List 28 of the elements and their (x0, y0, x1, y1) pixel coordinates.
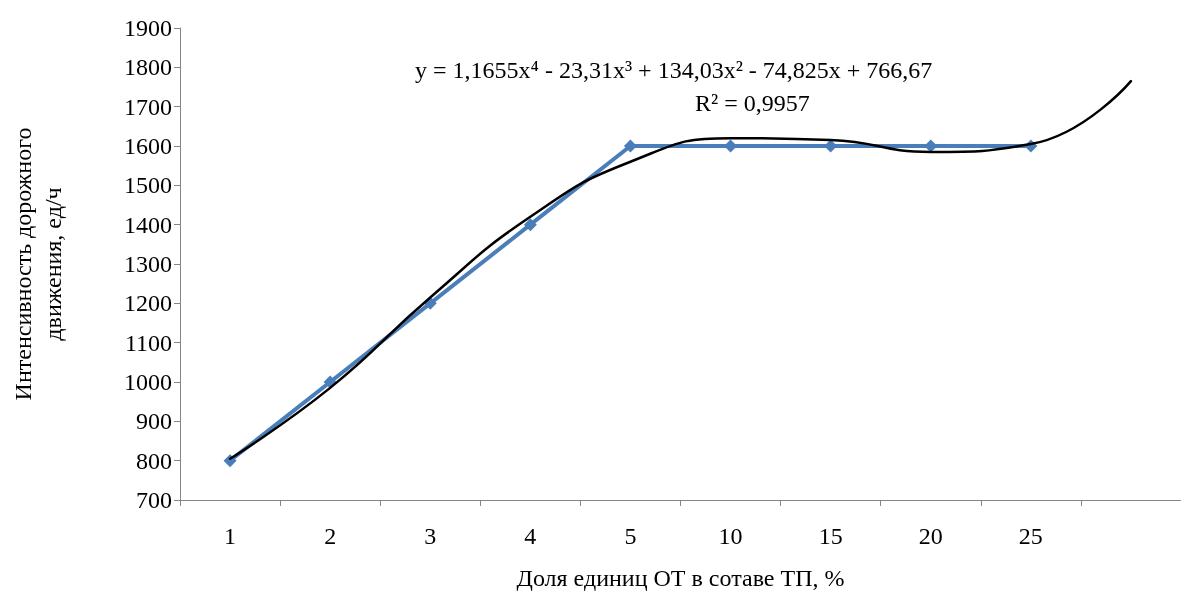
x-tick-label: 20 (918, 523, 943, 549)
x-tick-label: 3 (424, 523, 437, 549)
x-tick-label: 5 (624, 523, 637, 549)
x-tick-label: 4 (524, 523, 537, 549)
annotation: y = 1,1655x⁴ - 23,31x³ + 134,03x² - 74,825x + 766,67 (415, 57, 933, 83)
y-tick-label: 1200 (124, 290, 172, 317)
point (623, 139, 637, 153)
x-tick-label: 2 (324, 523, 337, 549)
x-tick-label: 15 (818, 523, 843, 549)
y-tick-label: 1600 (124, 133, 172, 159)
y-tick-label: 1300 (124, 251, 172, 277)
y-tick-label: 1400 (124, 211, 172, 238)
y-tick-label: 800 (136, 447, 172, 474)
x-tick-label: 25 (1018, 523, 1043, 549)
y-tick-label: 1000 (124, 369, 172, 395)
x-tick-label: 1 (224, 523, 237, 549)
y-tick-label: 1900 (124, 15, 172, 41)
x-tick-label: 10 (718, 523, 743, 549)
y-axis-title: Интенсивность дорожного движения, ед/ч (10, 127, 66, 401)
y-tick-label: 1800 (124, 54, 172, 81)
y-tick-label: 1700 (124, 93, 172, 120)
x-axis-title: Доля единиц ОТ в сотаве ТП, % (516, 565, 845, 591)
y-tick-label: 900 (136, 408, 172, 435)
y-tick-label: 1500 (124, 172, 172, 199)
annotation: R² = 0,9957 (695, 90, 810, 116)
point (523, 218, 537, 232)
y-tick-label: 1100 (124, 329, 172, 356)
y-tick-label: 700 (136, 487, 172, 513)
